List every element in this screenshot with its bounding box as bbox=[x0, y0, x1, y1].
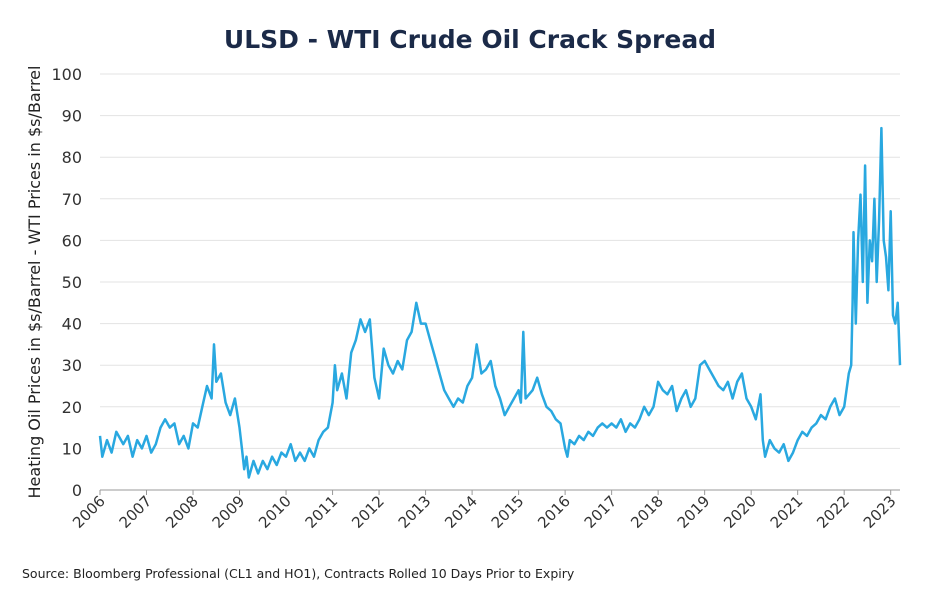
chart-title: ULSD - WTI Crude Oil Crack Spread bbox=[224, 25, 716, 54]
y-tick-label: 100 bbox=[51, 65, 82, 84]
y-tick-label: 30 bbox=[62, 356, 82, 375]
data-line bbox=[98, 126, 902, 479]
y-tick-label: 80 bbox=[62, 148, 82, 167]
y-tick-label: 50 bbox=[62, 273, 82, 292]
y-tick-label: 0 bbox=[72, 481, 82, 500]
y-tick-label: 60 bbox=[62, 231, 82, 250]
y-tick-label: 10 bbox=[62, 439, 82, 458]
y-tick-label: 70 bbox=[62, 190, 82, 209]
y-tick-label: 90 bbox=[62, 107, 82, 126]
source-note: Source: Bloomberg Professional (CL1 and … bbox=[22, 566, 575, 581]
y-tick-label: 20 bbox=[62, 398, 82, 417]
y-axis-label: Heating Oil Prices in $s/Barrel - WTI Pr… bbox=[25, 66, 44, 499]
y-tick-label: 40 bbox=[62, 315, 82, 334]
